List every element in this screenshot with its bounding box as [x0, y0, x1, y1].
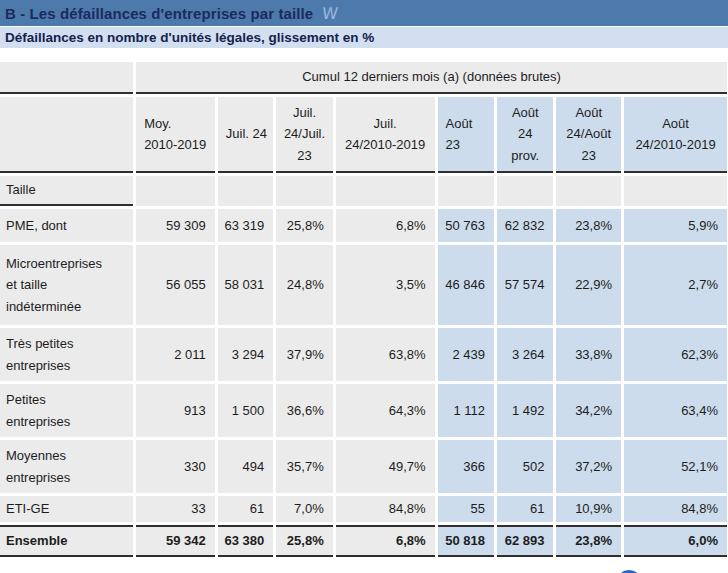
value-cell: 23,8% — [556, 525, 621, 557]
value-cell: 366 — [438, 440, 494, 493]
empty-cell — [624, 176, 727, 206]
value-cell: 57 574 — [497, 245, 553, 325]
value-cell: 84,8% — [624, 496, 727, 522]
section-label-row: Taille — [0, 176, 727, 206]
corner-cell — [0, 62, 133, 94]
table-subtitle: Défaillances en nombre d'unités légales,… — [5, 30, 374, 45]
corner-cell — [0, 97, 133, 173]
value-cell: 3 264 — [497, 328, 553, 381]
value-cell: 62 893 — [497, 525, 553, 557]
value-cell: 64,3% — [336, 384, 435, 437]
empty-cell — [336, 176, 435, 206]
webstat-w-logo-icon[interactable]: W — [321, 4, 339, 23]
value-cell: 10,9% — [556, 496, 621, 522]
empty-cell — [276, 176, 332, 206]
table-row: Microentreprises et taille indéterminée … — [0, 245, 727, 325]
value-cell: 61 — [218, 496, 273, 522]
value-cell: 7,0% — [276, 496, 332, 522]
value-cell: 58 031 — [218, 245, 273, 325]
value-cell: 502 — [497, 440, 553, 493]
value-cell: 59 342 — [136, 525, 215, 557]
empty-cell — [136, 176, 215, 206]
value-cell: 37,2% — [556, 440, 621, 493]
row-label: Ensemble — [0, 525, 133, 557]
value-cell: 35,7% — [276, 440, 332, 493]
value-cell: 6,8% — [336, 209, 435, 242]
column-header: Août 24/2010-2019 — [624, 97, 727, 173]
value-cell: 37,9% — [276, 328, 332, 381]
column-header: Août 23 — [438, 97, 494, 173]
column-header: Juil. 24 — [218, 97, 273, 173]
defaillances-table: Cumul 12 derniers mois (a) (données brut… — [0, 59, 728, 560]
value-cell: 6,8% — [336, 525, 435, 557]
value-cell: 84,8% — [336, 496, 435, 522]
value-cell: 36,6% — [276, 384, 332, 437]
column-header: Août 24/Août 23 — [556, 97, 621, 173]
empty-cell — [497, 176, 553, 206]
value-cell: 2 439 — [438, 328, 494, 381]
value-cell: 24,8% — [276, 245, 332, 325]
column-header: Août 24 prov. — [497, 97, 553, 173]
value-cell: 33,8% — [556, 328, 621, 381]
table-row: ETI-GE 33 61 7,0% 84,8% 55 61 10,9% 84,8… — [0, 496, 727, 522]
value-cell: 33 — [136, 496, 215, 522]
value-cell: 494 — [218, 440, 273, 493]
subtitle-bar: Défaillances en nombre d'unités légales,… — [0, 27, 728, 48]
row-label: ETI-GE — [0, 496, 133, 522]
column-header: Juil. 24/2010-2019 — [336, 97, 435, 173]
group-header-cell: Cumul 12 derniers mois (a) (données brut… — [136, 62, 727, 94]
value-cell: 25,8% — [276, 209, 332, 242]
value-cell: 2 011 — [136, 328, 215, 381]
value-cell: 23,8% — [556, 209, 621, 242]
row-label: PME, dont — [0, 209, 133, 242]
value-cell: 3,5% — [336, 245, 435, 325]
value-cell: 63,4% — [624, 384, 727, 437]
value-cell: 56 055 — [136, 245, 215, 325]
value-cell: 2,7% — [624, 245, 727, 325]
table-row: Très petites entreprises 2 011 3 294 37,… — [0, 328, 727, 381]
value-cell: 22,9% — [556, 245, 621, 325]
value-cell: 63,8% — [336, 328, 435, 381]
column-header: Juil. 24/Juil. 23 — [276, 97, 332, 173]
value-cell: 3 294 — [218, 328, 273, 381]
value-cell: 55 — [438, 496, 494, 522]
value-cell: 6,0% — [624, 525, 727, 557]
row-label: Petites entreprises — [0, 384, 133, 437]
column-header: Moy. 2010-2019 — [136, 97, 215, 173]
value-cell: 61 — [497, 496, 553, 522]
value-cell: 1 500 — [218, 384, 273, 437]
row-label: Moyennes entreprises — [0, 440, 133, 493]
value-cell: 59 309 — [136, 209, 215, 242]
total-row: Ensemble 59 342 63 380 25,8% 6,8% 50 818… — [0, 525, 727, 557]
empty-cell — [556, 176, 621, 206]
empty-cell — [218, 176, 273, 206]
value-cell: 50 818 — [438, 525, 494, 557]
table-row: Moyennes entreprises 330 494 35,7% 49,7%… — [0, 440, 727, 493]
section-label: Taille — [0, 176, 133, 206]
value-cell: 1 112 — [438, 384, 494, 437]
table-row: PME, dont 59 309 63 319 25,8% 6,8% 50 76… — [0, 209, 727, 242]
empty-cell — [438, 176, 494, 206]
value-cell: 1 492 — [497, 384, 553, 437]
value-cell: 63 319 — [218, 209, 273, 242]
page-title: B - Les défaillances d'entreprises par t… — [5, 5, 313, 22]
value-cell: 913 — [136, 384, 215, 437]
value-cell: 52,1% — [624, 440, 727, 493]
value-cell: 50 763 — [438, 209, 494, 242]
value-cell: 63 380 — [218, 525, 273, 557]
value-cell: 62,3% — [624, 328, 727, 381]
value-cell: 49,7% — [336, 440, 435, 493]
value-cell: 5,9% — [624, 209, 727, 242]
value-cell: 34,2% — [556, 384, 621, 437]
row-label: Microentreprises et taille indéterminée — [0, 245, 133, 325]
value-cell: 46 846 — [438, 245, 494, 325]
group-header-row: Cumul 12 derniers mois (a) (données brut… — [0, 62, 727, 94]
value-cell: 330 — [136, 440, 215, 493]
column-header-row: Moy. 2010-2019 Juil. 24 Juil. 24/Juil. 2… — [0, 97, 727, 173]
section-title-bar: B - Les défaillances d'entreprises par t… — [0, 0, 728, 26]
value-cell: 62 832 — [497, 209, 553, 242]
row-label: Très petites entreprises — [0, 328, 133, 381]
table-row: Petites entreprises 913 1 500 36,6% 64,3… — [0, 384, 727, 437]
value-cell: 25,8% — [276, 525, 332, 557]
